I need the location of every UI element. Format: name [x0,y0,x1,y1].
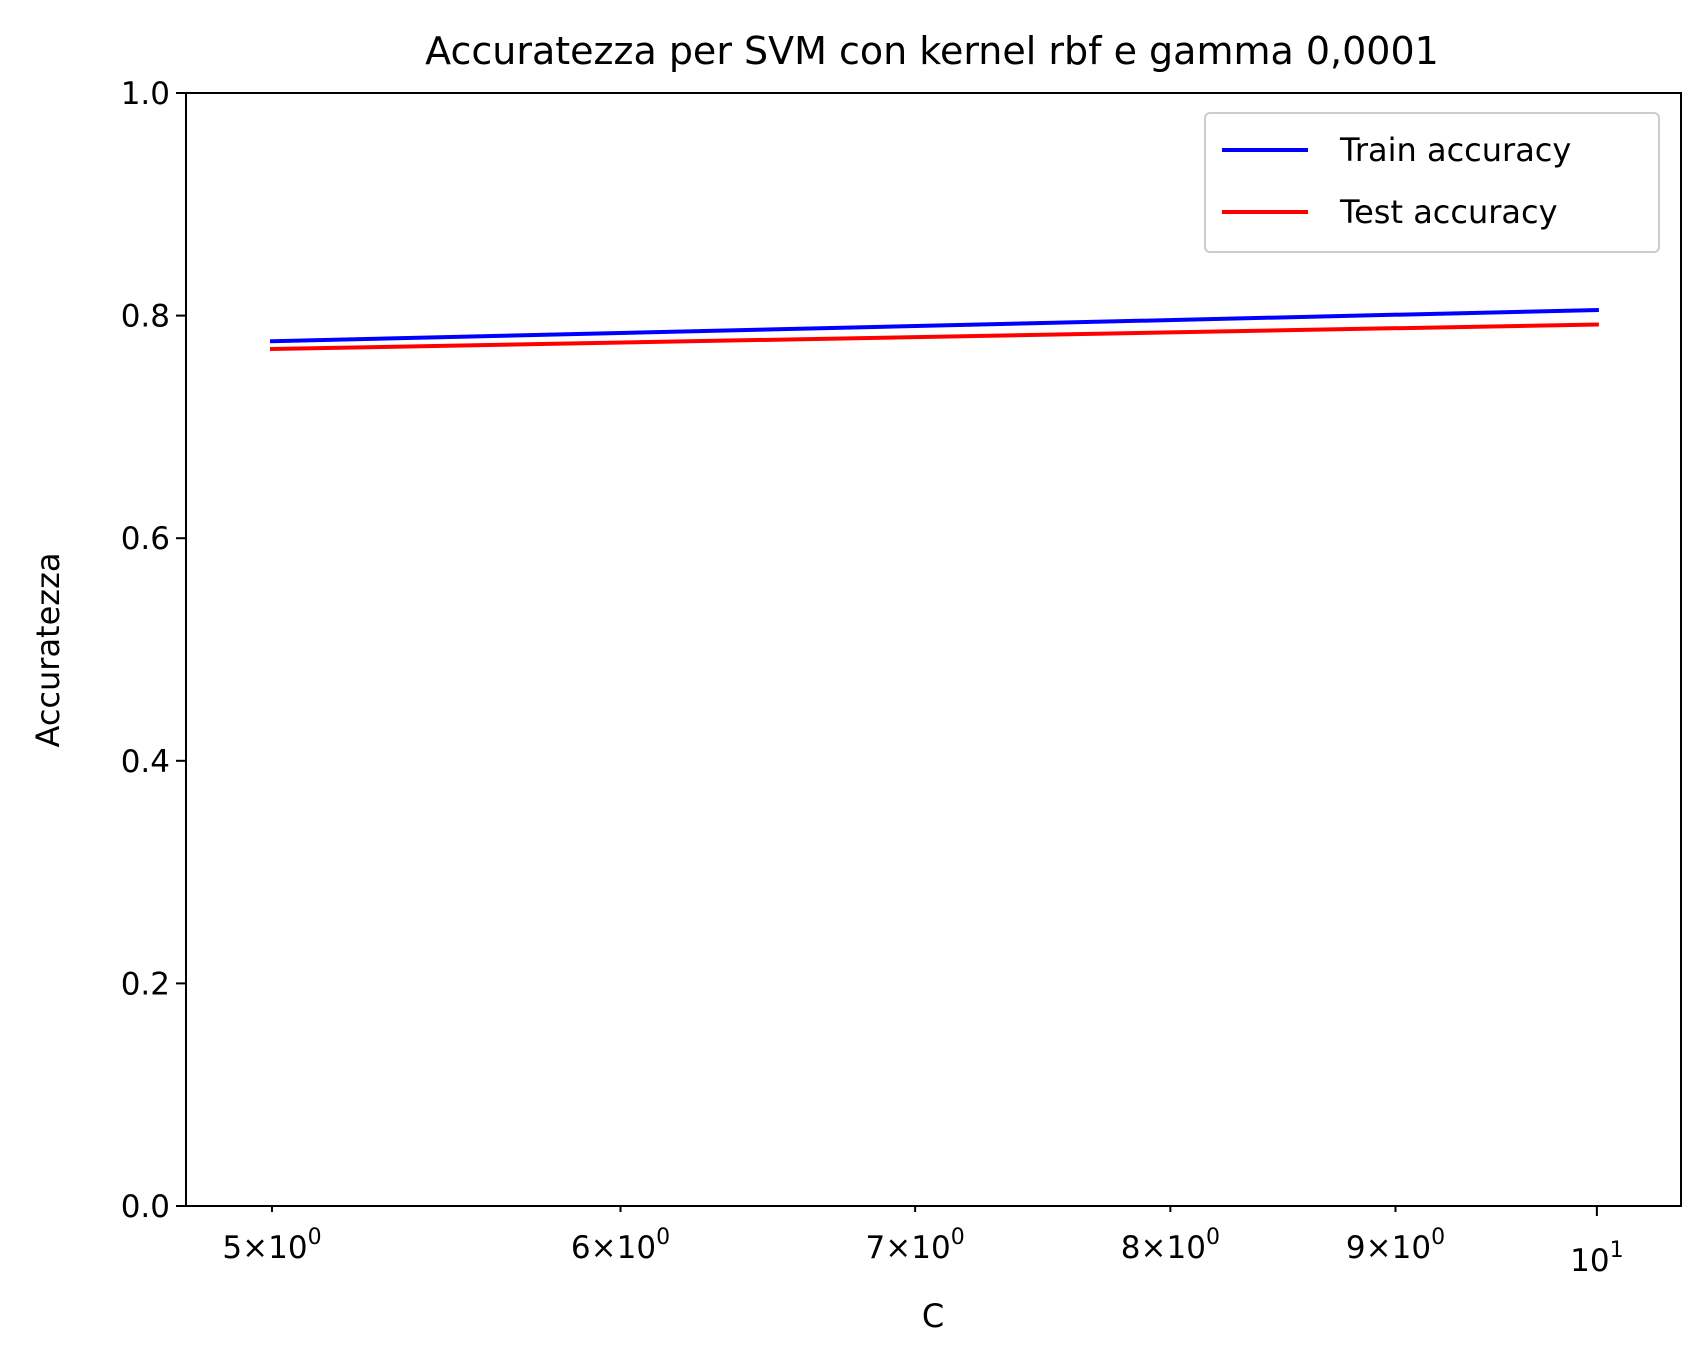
x-tick-label: 7×100 [866,1225,965,1266]
x-tick-mantissa: 8 [1121,1230,1141,1266]
x-tick-base: 10 [268,1230,307,1266]
y-axis: 0.0 0.2 0.4 0.6 0.8 1.0 [121,76,186,1225]
x-tick-label: 101 [1570,1238,1623,1279]
y-tick-label: 1.0 [121,76,170,112]
y-tick-label: 0.8 [121,299,170,335]
x-tick-exponent: 0 [951,1225,965,1250]
x-axis-label: C [922,1297,944,1335]
x-tick-mantissa: 5 [222,1230,242,1266]
x-tick-base: 10 [1166,1230,1205,1266]
y-tick-label: 0.2 [121,966,170,1002]
x-tick-exponent: 0 [308,1225,322,1250]
y-axis-label: Accuratezza [29,553,67,748]
legend-label: Train accuracy [1339,131,1571,169]
x-tick-label: 9×100 [1346,1225,1445,1266]
x-tick-exponent: 1 [1610,1238,1624,1263]
legend-box [1204,112,1660,253]
y-tick-label: 0.6 [121,521,170,557]
legend: Train accuracy Test accuracy [1204,112,1660,253]
plot-area-frame [185,92,1682,1207]
x-tick-label: 5×100 [222,1225,321,1266]
x-tick-mantissa: 6 [571,1230,591,1266]
x-tick-times-sign: × [242,1230,268,1266]
x-tick-times-sign: × [591,1230,617,1266]
series-layer [269,307,1599,352]
x-tick-mantissa: 9 [1346,1230,1366,1266]
x-tick-exponent: 0 [1431,1225,1445,1250]
x-tick-base: 10 [617,1230,656,1266]
legend-label: Test accuracy [1339,193,1558,231]
y-tick-label: 0.0 [121,1189,170,1225]
x-tick-label: 6×100 [571,1225,670,1266]
x-tick-exponent: 0 [656,1225,670,1250]
x-tick-times-sign: × [1366,1230,1392,1266]
x-tick-exponent: 0 [1206,1225,1220,1250]
x-tick-base: 10 [1570,1243,1609,1279]
x-tick-times-sign: × [1141,1230,1167,1266]
x-tick-base: 10 [911,1230,950,1266]
x-tick-mantissa: 7 [866,1230,886,1266]
chart-title: Accuratezza per SVM con kernel rbf e gam… [425,29,1439,73]
series-line-train-accuracy [269,307,1599,344]
series-line-test-accuracy [269,322,1599,352]
x-tick-base: 10 [1392,1230,1431,1266]
y-tick-label: 0.4 [121,744,170,780]
x-tick-times-sign: × [885,1230,911,1266]
x-tick-label: 8×100 [1121,1225,1220,1266]
